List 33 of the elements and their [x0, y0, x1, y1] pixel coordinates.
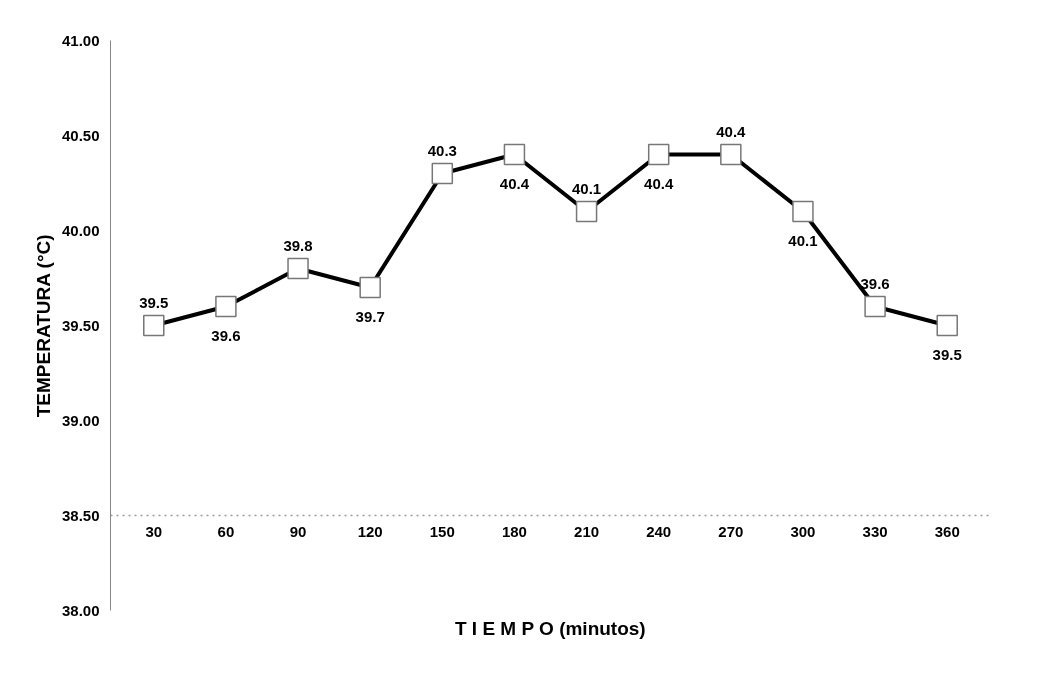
y-tick-label: 39.00 [61, 411, 100, 429]
x-tick-label: 90 [289, 522, 307, 540]
x-tick-label: 330 [862, 522, 888, 540]
x-tick-label: 120 [357, 522, 383, 540]
data-label: 40.1 [571, 179, 602, 197]
data-label: 39.7 [355, 307, 385, 325]
y-tick-label: 41.00 [61, 31, 100, 49]
x-tick-label: 240 [646, 522, 672, 540]
y-tick-label: 40.00 [61, 221, 100, 239]
data-label: 39.5 [932, 345, 962, 363]
data-label: 40.4 [716, 122, 747, 140]
data-label: 39.6 [211, 326, 241, 344]
data-label: 40.4 [644, 174, 674, 192]
y-tick-label: 40.50 [61, 126, 100, 144]
x-axis-title: T I E M P O (minutos) [454, 617, 646, 639]
y-tick-label: 38.00 [61, 601, 100, 619]
x-tick-label: 60 [217, 522, 235, 540]
data-label: 39.5 [139, 293, 169, 311]
data-label: 40.1 [788, 231, 818, 249]
data-label: 39.6 [860, 274, 890, 292]
x-tick-label: 210 [574, 522, 600, 540]
x-tick-label: 300 [790, 522, 816, 540]
x-tick-label: 150 [429, 522, 455, 540]
x-tick-label: 30 [145, 522, 163, 540]
data-label: 40.3 [427, 141, 457, 159]
y-tick-label: 38.50 [61, 506, 100, 524]
data-label: 39.8 [283, 236, 313, 254]
y-axis-title: TEMPERATURA (°C) [32, 234, 54, 418]
x-tick-label: 270 [718, 522, 744, 540]
y-tick-label: 39.50 [61, 316, 100, 334]
data-label: 40.4 [499, 174, 530, 192]
x-tick-label: 180 [501, 522, 527, 540]
x-tick-label: 360 [934, 522, 960, 540]
